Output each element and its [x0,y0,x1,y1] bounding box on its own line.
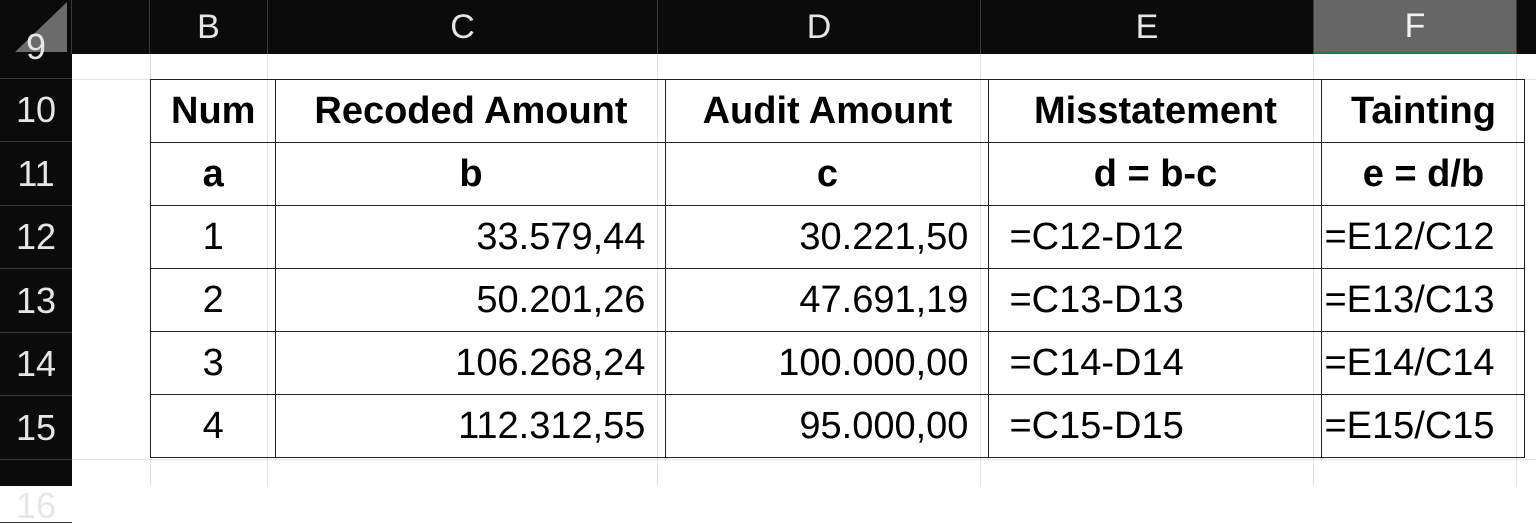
row-header-11[interactable]: 11 [0,142,72,206]
cell-e13[interactable]: =C13-D13 [988,268,1323,332]
column-header-f[interactable]: F [1314,0,1517,54]
cell-b14[interactable]: 3 [149,331,277,395]
cell-e11[interactable]: d = b-c [988,142,1323,206]
cell-b11[interactable]: a [149,142,277,206]
cell-f13[interactable]: =E13/C13 [1321,268,1526,332]
column-header-a[interactable] [72,0,150,54]
cell-e14[interactable]: =C14-D14 [988,331,1323,395]
column-header-b[interactable]: B [150,0,268,54]
row-header-12[interactable]: 12 [0,206,72,269]
column-header-bar: B C D E F [0,0,1536,54]
cell-e10[interactable]: Misstatement [988,79,1323,143]
cell-e12[interactable]: =C12-D12 [988,205,1323,269]
row-header-bar: 9 10 11 12 13 14 15 16 [0,26,72,523]
row-header-14[interactable]: 14 [0,333,72,396]
cell-b15[interactable]: 4 [149,394,277,458]
cell-f14[interactable]: =E14/C14 [1321,331,1526,395]
cell-d13[interactable]: 47.691,19 [665,268,990,332]
cell-c11[interactable]: b [275,142,667,206]
formula-legend-row: a b c d = b-c e = d/b [149,142,1526,206]
cell-c14[interactable]: 106.268,24 [275,331,667,395]
cell-c15[interactable]: 112.312,55 [275,394,667,458]
table-row: 2 50.201,26 47.691,19 =C13-D13 =E13/C13 [149,268,1526,332]
cell-e15[interactable]: =C15-D15 [988,394,1323,458]
cell-d12[interactable]: 30.221,50 [665,205,990,269]
cell-f11[interactable]: e = d/b [1321,142,1526,206]
row-header-13[interactable]: 13 [0,269,72,333]
cell-f15[interactable]: =E15/C15 [1321,394,1526,458]
column-header-e[interactable]: E [981,0,1314,54]
table-row: 1 33.579,44 30.221,50 =C12-D12 =E12/C12 [149,205,1526,269]
column-header-d[interactable]: D [658,0,981,54]
row-header-9[interactable]: 9 [0,16,72,79]
cell-f10[interactable]: Tainting [1321,79,1526,143]
cell-b12[interactable]: 1 [149,205,277,269]
header-row: Num Recoded Amount Audit Amount Misstate… [149,79,1526,143]
cell-b13[interactable]: 2 [149,268,277,332]
select-all-triangle-icon [15,2,67,52]
row-header-16[interactable]: 16 [0,460,72,523]
cell-c13[interactable]: 50.201,26 [275,268,667,332]
table-row: 4 112.312,55 95.000,00 =C15-D15 =E15/C15 [149,394,1526,458]
cell-d11[interactable]: c [665,142,990,206]
table-row: 3 106.268,24 100.000,00 =C14-D14 =E14/C1… [149,331,1526,395]
cell-d14[interactable]: 100.000,00 [665,331,990,395]
cell-d10[interactable]: Audit Amount [665,79,990,143]
select-all-button[interactable] [0,0,72,54]
sampling-table: Num Recoded Amount Audit Amount Misstate… [149,79,1526,458]
cell-d15[interactable]: 95.000,00 [665,394,990,458]
row-header-10[interactable]: 10 [0,79,72,142]
cell-c12[interactable]: 33.579,44 [275,205,667,269]
cell-c10[interactable]: Recoded Amount [275,79,667,143]
cell-b10[interactable]: Num [149,79,277,143]
cell-f12[interactable]: =E12/C12 [1321,205,1526,269]
gridline [72,459,1536,460]
column-header-c[interactable]: C [268,0,658,54]
row-header-15[interactable]: 15 [0,396,72,460]
